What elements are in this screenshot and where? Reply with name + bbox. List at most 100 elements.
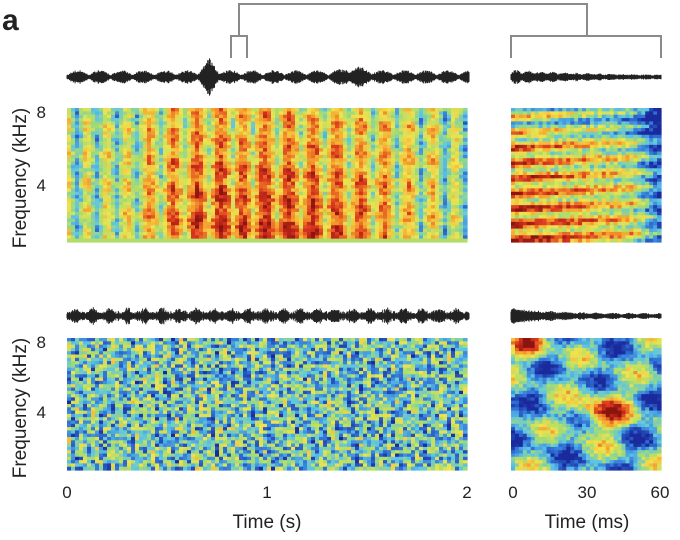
spectrogram-top-left-cell [331,148,336,153]
spectrogram-top-right-cell [578,164,583,169]
spectrogram-top-left-cell [331,158,336,163]
spectrogram-top-right-cell [558,191,563,196]
spectrogram-top-left-cell [239,205,244,210]
spectrogram-top-left-cell [387,114,392,119]
spectrogram-top-left-cell [103,124,108,129]
spectrogram-top-left-cell [319,225,324,230]
spectrogram-top-left-cell [215,161,220,166]
spectrogram-top-left-cell [103,198,108,203]
spectrogram-top-right-cell [566,141,571,146]
spectrogram-top-right-cell [597,131,603,136]
spectrogram-top-left-cell [439,161,444,166]
spectrogram-top-left-cell [391,144,396,149]
spectrogram-top-left-cell [207,191,212,196]
spectrogram-top-left-cell [255,191,260,196]
spectrogram-top-left-cell [315,218,320,223]
spectrogram-top-left-cell [115,148,120,153]
spectrogram-top-left-cell [295,215,300,220]
spectrogram-top-left-cell [275,218,280,223]
spectrogram-top-right-cell [589,154,595,159]
spectrogram-top-left-cell [179,225,184,230]
spectrogram-top-left-cell [91,175,96,179]
spectrogram-top-right-cell [522,185,528,189]
spectrogram-top-right-cell [578,108,583,112]
spectrogram-top-right-cell [538,154,544,159]
spectrogram-top-right-cell [597,171,603,176]
spectrogram-top-right-cell [511,134,516,139]
spectrogram-top-left-cell [247,168,252,173]
spectrogram-top-left-cell [127,171,132,176]
spectrogram-top-right-cell [629,131,634,136]
spectrogram-top-left-cell [175,138,180,143]
spectrogram-top-left-cell [211,218,216,223]
spectrogram-top-right-cell [657,164,662,169]
spectrogram-top-left-cell [431,225,436,230]
spectrogram-top-left-cell [331,114,336,119]
spectrogram-top-left-cell [99,118,104,122]
spectrogram-top-right-cell [613,144,619,149]
spectrogram-top-left-cell [215,164,220,169]
spectrogram-top-right-cell [609,148,615,153]
spectrogram-top-right-cell [605,171,611,176]
spectrogram-top-left-cell [67,121,72,126]
spectrogram-top-right-cell [511,144,516,149]
spectrogram-top-left-cell [423,231,428,236]
spectrogram-top-left-cell [247,148,252,153]
spectrogram-top-left-cell [451,148,456,153]
spectrogram-top-left-cell [135,108,140,112]
spectrogram-top-left-cell [459,124,464,129]
spectrogram-top-left-cell [299,198,304,203]
spectrogram-top-left-cell [123,118,128,122]
spectrogram-top-right-cell [534,141,540,146]
spectrogram-top-left-cell [163,238,168,243]
spectrogram-top-left-cell [255,164,260,169]
spectrogram-top-left-cell [307,188,312,193]
spectrogram-top-left-cell [171,195,176,200]
spectrogram-top-left-cell [255,225,260,230]
spectrogram-top-left-cell [239,218,244,223]
spectrogram-top-right-cell [601,134,607,139]
spectrogram-top-left-cell [423,131,428,136]
spectrogram-top-left-cell [67,134,72,139]
spectrogram-top-left-cell [115,225,120,230]
spectrogram-top-left-cell [387,138,392,143]
spectrogram-top-left-cell [99,181,104,186]
spectrogram-top-left-cell [135,171,140,176]
spectrogram-top-right-cell [589,181,595,186]
spectrogram-top-left-cell [283,231,288,236]
spectrogram-top-left-cell [291,158,296,163]
spectrogram-top-right-cell [657,151,662,156]
spectrogram-top-right-cell [649,185,654,189]
spectrogram-top-left-cell [311,188,316,193]
spectrogram-top-left-cell [439,198,444,203]
spectrogram-top-left-cell [279,175,284,179]
spectrogram-top-left-cell [115,151,120,156]
spectrogram-top-left-cell [191,108,196,112]
spectrogram-top-left-cell [399,231,404,236]
spectrogram-top-left-cell [387,164,392,169]
spectrogram-top-left-cell [211,114,216,119]
spectrogram-top-left-cell [407,138,412,143]
spectrogram-top-right-cell [625,134,631,139]
spectrogram-top-right-cell [605,164,611,169]
spectrogram-top-left-cell [363,144,368,149]
spectrogram-top-right-cell [566,111,571,116]
spectrogram-top-left-cell [207,228,212,233]
spectrogram-top-left-cell [415,221,420,226]
spectrogram-top-left-cell [155,211,160,216]
spectrogram-top-left-cell [427,221,432,226]
spectrogram-top-left-cell [219,171,224,176]
spectrogram-top-left-cell [199,154,204,159]
spectrogram-top-left-cell [87,168,92,173]
spectrogram-top-left-cell [243,221,248,226]
spectrogram-top-left-cell [327,185,332,189]
spectrogram-top-left-cell [431,114,436,119]
spectrogram-top-left-cell [419,185,424,189]
spectrogram-top-left-cell [147,148,152,153]
spectrogram-top-left-cell [215,215,220,220]
spectrogram-top-left-cell [259,148,264,153]
spectrogram-top-left-cell [447,164,452,169]
spectrogram-top-left-cell [391,131,396,136]
spectrogram-top-right-cell [542,134,548,139]
spectrogram-top-left-cell [287,114,292,119]
